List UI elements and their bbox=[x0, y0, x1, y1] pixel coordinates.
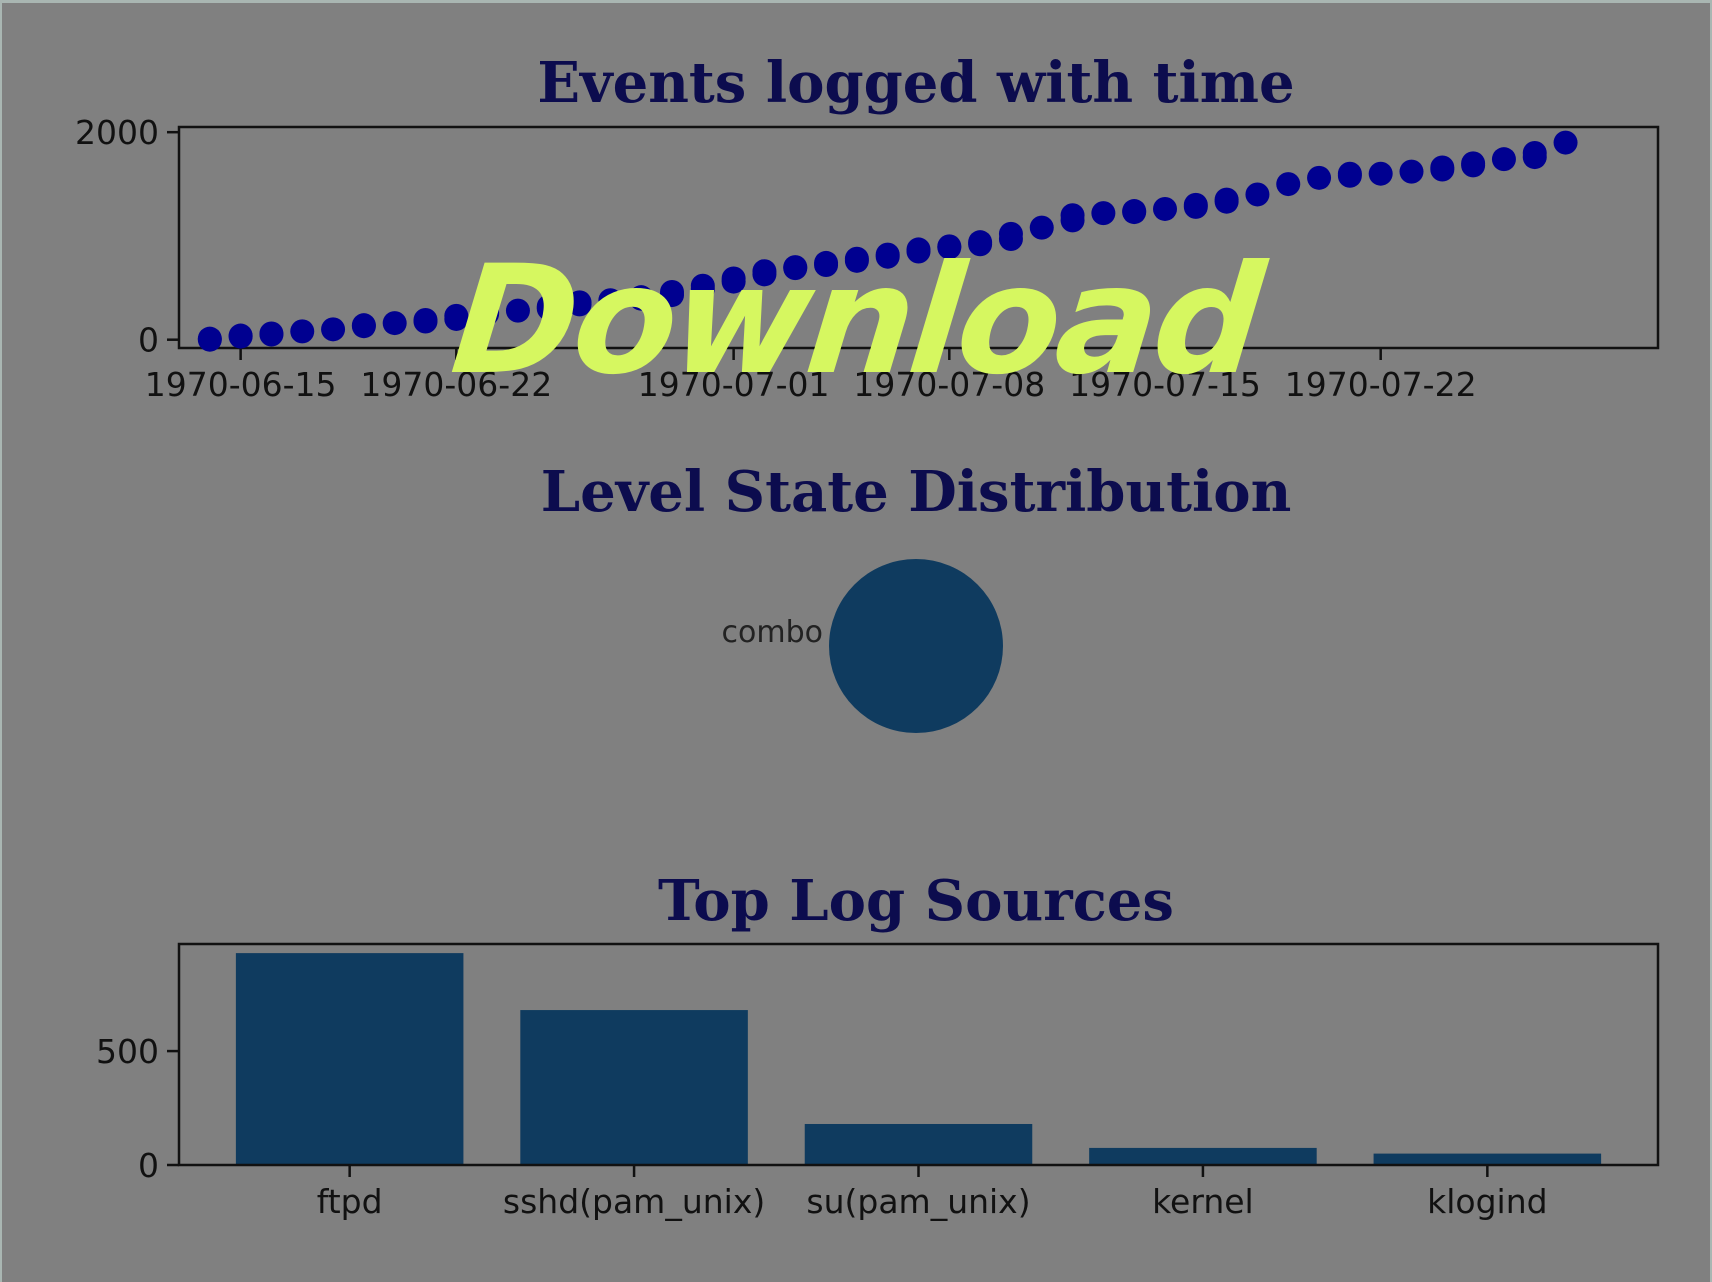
scatter-point bbox=[1553, 130, 1578, 155]
pie-slice bbox=[829, 559, 1003, 733]
pie-chart: Level State Distribution combo bbox=[541, 459, 1292, 733]
scatter-point bbox=[1399, 159, 1424, 184]
scatter-point bbox=[1368, 161, 1393, 186]
scatter-point bbox=[1122, 199, 1147, 224]
scatter-point bbox=[660, 279, 684, 304]
pie-slice-label: combo bbox=[722, 615, 823, 650]
scatter-x-tick-label: 1970-07-08 bbox=[853, 365, 1045, 404]
scatter-x-tick-label: 1970-07-01 bbox=[638, 365, 830, 404]
scatter-point bbox=[1337, 161, 1362, 186]
scatter-point bbox=[752, 259, 777, 284]
bar bbox=[520, 1010, 748, 1165]
scatter-series bbox=[197, 130, 1578, 352]
scatter-point bbox=[721, 266, 746, 291]
bar-x-axis: ftpd sshd(pam_unix) su(pam_unix) kernel klog… bbox=[317, 1165, 1548, 1221]
scatter-point bbox=[567, 290, 592, 315]
scatter-point bbox=[1430, 155, 1455, 180]
bar-y-axis: 0 500 bbox=[96, 1032, 179, 1185]
scatter-point bbox=[1091, 201, 1116, 226]
scatter-point bbox=[351, 313, 376, 338]
download-button[interactable]: Download bbox=[444, 234, 1268, 408]
scatter-point bbox=[290, 319, 315, 344]
scatter-point bbox=[321, 317, 346, 342]
bar-chart-title: Top Log Sources bbox=[658, 868, 1174, 934]
scatter-point bbox=[1214, 187, 1239, 212]
scatter-point bbox=[1029, 215, 1054, 240]
scatter-point bbox=[475, 300, 500, 325]
bar bbox=[1373, 1153, 1602, 1165]
bar-x-tick-label: klogind bbox=[1427, 1182, 1547, 1221]
scatter-chart: Events logged with time 0 2000 1970-06-15… bbox=[75, 50, 1660, 404]
bar-series bbox=[235, 953, 1602, 1165]
scatter-point bbox=[1276, 172, 1301, 197]
scatter-x-tick-label: 1970-07-15 bbox=[1069, 365, 1261, 404]
scatter-point bbox=[1060, 203, 1085, 228]
scatter-point bbox=[413, 307, 438, 332]
bar-x-tick-label: ftpd bbox=[317, 1182, 383, 1221]
bar bbox=[235, 953, 464, 1165]
scatter-point bbox=[1153, 196, 1177, 221]
scatter-plot-frame bbox=[177, 125, 1660, 350]
scatter-y-axis: 0 2000 bbox=[75, 113, 179, 360]
scatter-x-axis: 1970-06-15 1970-06-22 1970-07-01 1970-07-08… bbox=[145, 348, 1477, 404]
scatter-point bbox=[598, 288, 623, 313]
scatter-point bbox=[783, 255, 808, 280]
scatter-point bbox=[536, 294, 561, 319]
bar-y-tick-label: 500 bbox=[96, 1032, 159, 1071]
scatter-point bbox=[968, 230, 993, 255]
scatter-point bbox=[1461, 151, 1486, 176]
scatter-point bbox=[937, 234, 962, 259]
scatter-point bbox=[1522, 140, 1547, 165]
scatter-point bbox=[505, 298, 530, 323]
scatter-point bbox=[1183, 192, 1208, 217]
scatter-point bbox=[1307, 165, 1332, 190]
bar-x-tick-label: su(pam_unix) bbox=[806, 1182, 1030, 1221]
scatter-point bbox=[1245, 182, 1270, 207]
bar bbox=[804, 1123, 1033, 1165]
scatter-point bbox=[998, 221, 1023, 246]
scatter-point bbox=[906, 237, 931, 262]
scatter-x-tick-label: 1970-07-22 bbox=[1285, 365, 1477, 404]
pie-chart-title: Level State Distribution bbox=[541, 459, 1292, 525]
scatter-y-tick-label: 2000 bbox=[75, 113, 159, 152]
bar-y-tick-label: 0 bbox=[138, 1146, 159, 1185]
scatter-point bbox=[1491, 147, 1516, 172]
scatter-point bbox=[814, 250, 839, 275]
scatter-point bbox=[197, 326, 222, 351]
scatter-point bbox=[259, 321, 284, 346]
scatter-point bbox=[228, 323, 253, 348]
bar bbox=[1089, 1147, 1317, 1165]
scatter-x-tick-label: 1970-06-15 bbox=[145, 365, 337, 404]
scatter-point bbox=[629, 285, 654, 310]
scatter-point bbox=[690, 273, 715, 298]
scatter-point bbox=[844, 246, 869, 271]
scatter-point bbox=[382, 311, 407, 336]
bar-x-tick-label: kernel bbox=[1152, 1182, 1254, 1221]
scatter-point bbox=[444, 303, 469, 328]
pie-slices: combo bbox=[722, 559, 1003, 733]
scatter-y-tick-label: 0 bbox=[138, 321, 159, 360]
scatter-x-tick-label: 1970-06-22 bbox=[360, 365, 552, 404]
scatter-point bbox=[875, 242, 900, 267]
scatter-chart-title: Events logged with time bbox=[537, 50, 1294, 116]
bar-x-tick-label: sshd(pam_unix) bbox=[503, 1182, 765, 1221]
bar-chart: Top Log Sources 0 500 ftpd sshd(pam_unix) s… bbox=[96, 868, 1660, 1221]
